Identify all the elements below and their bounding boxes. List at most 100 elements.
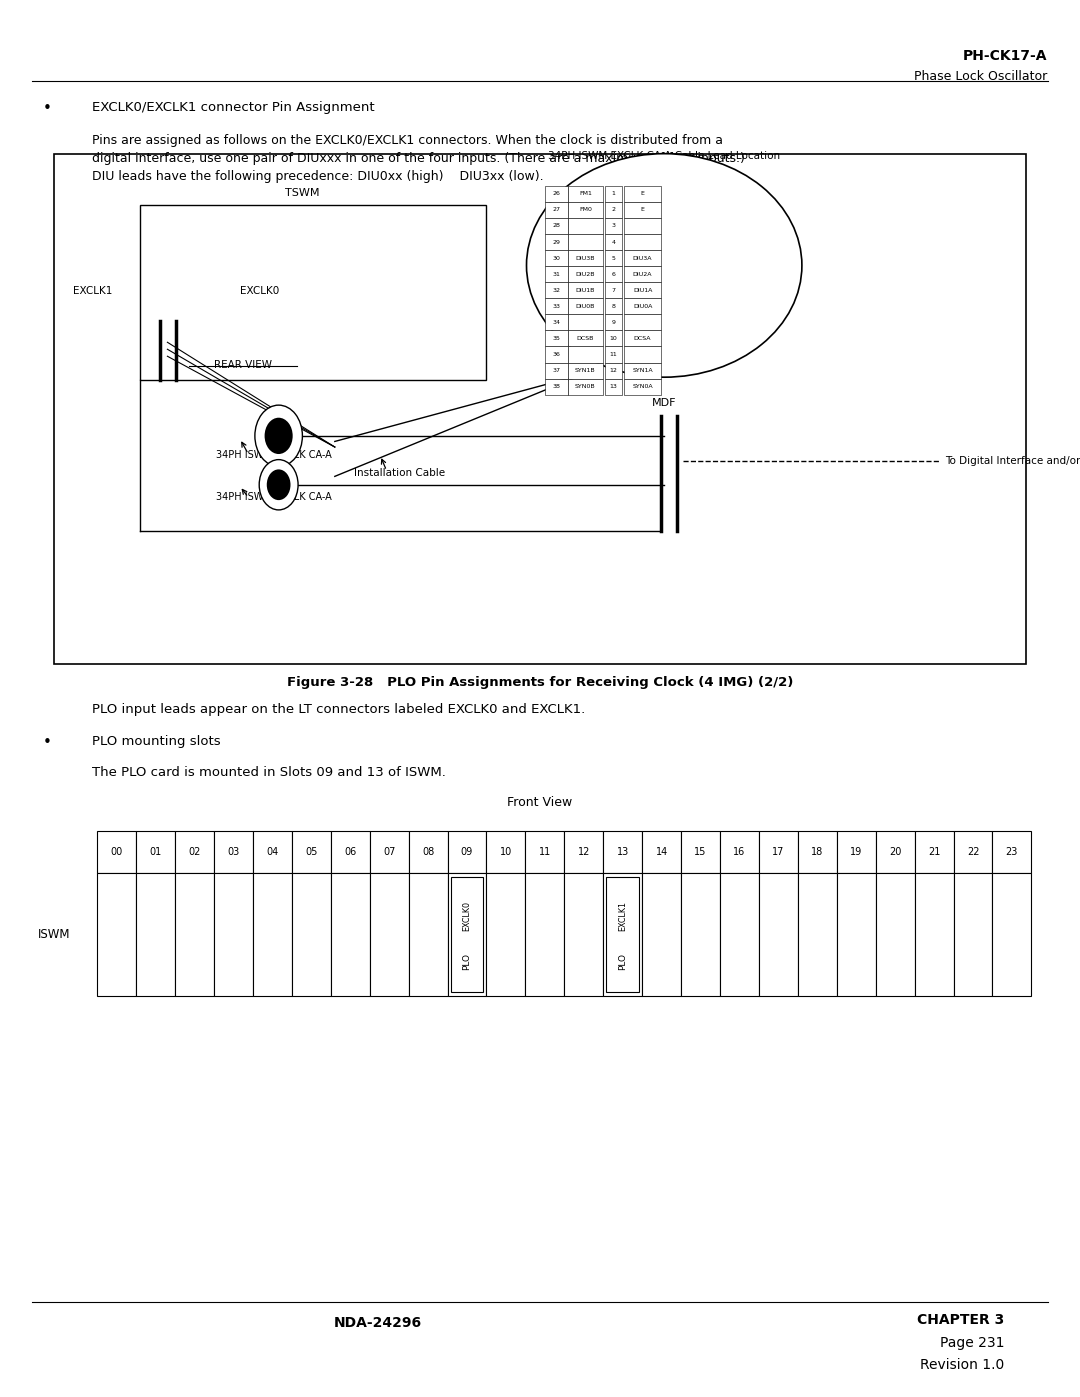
Text: •: •	[43, 735, 52, 750]
Text: 19: 19	[850, 847, 862, 858]
Text: EXCLK0: EXCLK0	[462, 901, 472, 932]
Bar	[214, 873, 253, 996]
Text: 34PH ISWM EXCLK CA-A: 34PH ISWM EXCLK CA-A	[216, 450, 332, 460]
Text: Figure 3-28   PLO Pin Assignments for Receiving Clock (4 IMG) (2/2): Figure 3-28 PLO Pin Assignments for Rece…	[287, 676, 793, 689]
Text: 02: 02	[188, 847, 201, 858]
Bar	[369, 873, 408, 996]
Text: 1: 1	[611, 191, 616, 197]
Text: 13: 13	[609, 384, 618, 390]
Bar	[643, 873, 681, 996]
Bar	[624, 346, 661, 363]
Bar	[720, 873, 759, 996]
Bar	[605, 265, 622, 282]
Bar	[954, 831, 993, 873]
Text: 32: 32	[553, 288, 561, 293]
Text: 2: 2	[611, 207, 616, 212]
Text: 3: 3	[611, 224, 616, 229]
Text: 31: 31	[553, 271, 561, 277]
Text: 9: 9	[611, 320, 616, 326]
Bar	[568, 203, 603, 218]
Text: 36: 36	[553, 352, 561, 358]
Bar	[564, 873, 604, 996]
Text: DIU1A: DIU1A	[633, 288, 652, 293]
Text: SYN1A: SYN1A	[632, 367, 653, 373]
Text: 21: 21	[928, 847, 941, 858]
Bar	[624, 218, 661, 233]
Bar	[54, 154, 1026, 664]
Bar	[545, 379, 568, 394]
Bar	[545, 250, 568, 265]
Text: 00: 00	[110, 847, 123, 858]
Text: DIU3A: DIU3A	[633, 256, 652, 261]
Text: 11: 11	[609, 352, 618, 358]
Bar	[545, 186, 568, 201]
Bar	[624, 186, 661, 201]
Bar	[643, 831, 681, 873]
Text: 17: 17	[772, 847, 784, 858]
Bar	[568, 282, 603, 299]
Text: 26: 26	[553, 191, 561, 197]
Text: DIU0B: DIU0B	[576, 303, 595, 309]
Text: FM0: FM0	[579, 207, 592, 212]
Text: 7: 7	[611, 288, 616, 293]
Text: EXCLK1: EXCLK1	[73, 285, 112, 296]
Bar	[525, 831, 564, 873]
Bar	[486, 831, 525, 873]
Bar	[545, 282, 568, 299]
Bar	[624, 235, 661, 250]
Text: PLO mounting slots: PLO mounting slots	[92, 735, 220, 747]
Text: 18: 18	[811, 847, 823, 858]
Text: PH-CK17-A: PH-CK17-A	[963, 49, 1048, 63]
Text: Pins are assigned as follows on the EXCLK0/EXCLK1 connectors. When the clock is : Pins are assigned as follows on the EXCL…	[92, 134, 745, 183]
Bar	[993, 831, 1031, 873]
Text: 11: 11	[539, 847, 551, 858]
Text: Installation Cable: Installation Cable	[354, 468, 445, 478]
Bar	[837, 831, 876, 873]
Bar	[993, 873, 1031, 996]
Text: 6: 6	[611, 271, 616, 277]
Text: 09: 09	[461, 847, 473, 858]
Text: 23: 23	[1005, 847, 1018, 858]
Bar	[450, 877, 483, 992]
Text: ISWM: ISWM	[38, 928, 70, 942]
Text: FM1: FM1	[579, 191, 592, 197]
Bar	[545, 265, 568, 282]
Text: CHAPTER 3: CHAPTER 3	[917, 1313, 1004, 1327]
Bar	[915, 831, 954, 873]
Text: DCSA: DCSA	[634, 335, 651, 341]
Bar	[525, 873, 564, 996]
Text: DCSB: DCSB	[577, 335, 594, 341]
Bar	[607, 877, 639, 992]
Bar	[140, 205, 486, 380]
Text: PLO input leads appear on the LT connectors labeled EXCLK0 and EXCLK1.: PLO input leads appear on the LT connect…	[92, 703, 585, 715]
Bar	[545, 346, 568, 363]
Bar	[568, 314, 603, 331]
Text: PLO: PLO	[618, 953, 627, 970]
Bar	[292, 831, 330, 873]
Text: 04: 04	[267, 847, 279, 858]
Text: 27: 27	[553, 207, 561, 212]
Text: DIU0A: DIU0A	[633, 303, 652, 309]
Bar	[681, 873, 720, 996]
Circle shape	[255, 405, 302, 467]
Text: EXCLK1: EXCLK1	[618, 901, 627, 932]
Bar	[545, 203, 568, 218]
Bar	[253, 831, 292, 873]
Bar	[486, 873, 525, 996]
Text: 28: 28	[553, 224, 561, 229]
Bar	[720, 831, 759, 873]
Text: 06: 06	[345, 847, 356, 858]
Bar	[624, 299, 661, 314]
Text: 34PH ISWM EXCLK CA-A Cable Lead Location: 34PH ISWM EXCLK CA-A Cable Lead Location	[549, 151, 780, 161]
Bar	[447, 873, 486, 996]
Bar	[408, 873, 447, 996]
Bar	[624, 265, 661, 282]
Text: 22: 22	[967, 847, 980, 858]
Bar	[605, 299, 622, 314]
Text: 10: 10	[609, 335, 618, 341]
Bar	[605, 379, 622, 394]
Text: •: •	[43, 101, 52, 116]
Bar	[568, 363, 603, 379]
Text: PLO: PLO	[462, 953, 472, 970]
Text: DIU1B: DIU1B	[576, 288, 595, 293]
